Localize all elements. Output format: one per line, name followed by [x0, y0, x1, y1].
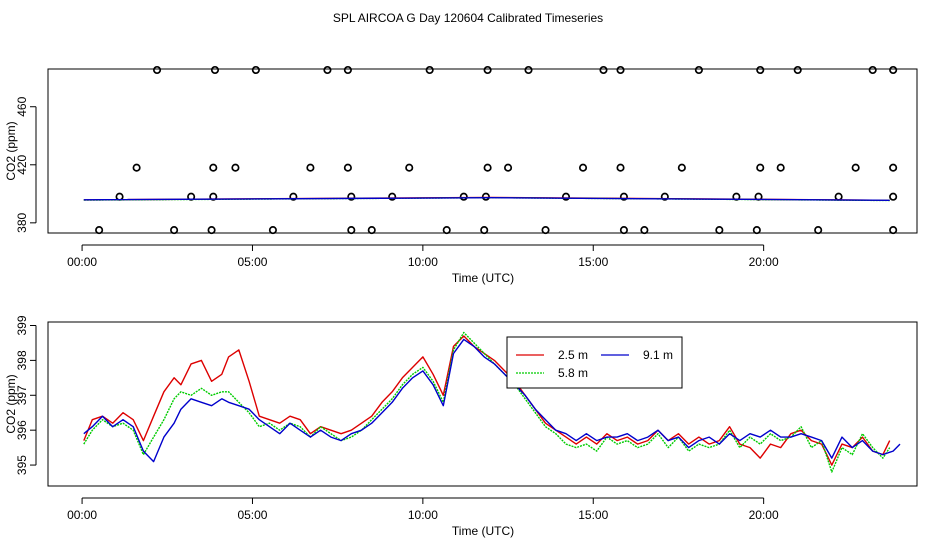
bottom-x-axis: 00:00 05:00 10:00 15:00 20:00: [67, 497, 779, 522]
top-data-point: [677, 163, 686, 172]
top-data-point: [405, 163, 414, 172]
top-data-point: [889, 192, 898, 201]
top-data-point: [868, 65, 877, 75]
bottom-y-tick-label: 395: [15, 455, 29, 475]
top-data-point: [347, 192, 356, 201]
bottom-y-tick-label: 399: [15, 315, 29, 335]
top-series-9-1-m: [83, 196, 890, 201]
top-data-point: [170, 226, 179, 235]
bottom-y-tick-label: 397: [15, 385, 29, 405]
top-x-tick-label: 10:00: [408, 255, 438, 269]
legend-label-2-5m: 2.5 m: [558, 348, 588, 362]
top-data-point: [459, 192, 468, 201]
top-data-point: [561, 192, 571, 201]
top-data-point: [756, 163, 765, 172]
top-x-tick-label: 20:00: [749, 255, 779, 269]
top-data-point: [889, 226, 898, 235]
legend-label-9-1m: 9.1 m: [643, 348, 673, 362]
top-data-point: [578, 163, 588, 172]
top-data-point: [619, 226, 628, 235]
top-data-point: [343, 65, 352, 75]
bottom-y-axis: 395 396 397 398 399: [15, 315, 37, 475]
top-data-point: [207, 226, 216, 235]
top-panel: 00:00 05:00 10:00 15:00 20:00 380 420 460 Time…: [4, 65, 918, 285]
top-data-point: [343, 163, 352, 172]
top-data-point: [209, 163, 218, 172]
top-x-axis: 00:00 05:00 10:00 15:00 20:00: [67, 244, 779, 269]
top-y-tick-label: 460: [15, 96, 29, 116]
top-y-axis-label: CO2 (ppm): [4, 121, 18, 180]
top-data-point: [132, 163, 141, 172]
top-y-axis: 380 420 460: [15, 96, 37, 233]
top-data-point: [524, 65, 533, 75]
top-plot-frame: [47, 68, 918, 234]
top-data-point: [289, 192, 298, 201]
top-data-point: [752, 226, 761, 235]
top-data-point: [425, 65, 434, 75]
chart-title: SPL AIRCOA G Day 120604 Calibrated Times…: [333, 11, 603, 25]
bottom-x-tick-label: 15:00: [578, 508, 608, 522]
top-data-point: [694, 65, 703, 75]
top-data-point: [619, 192, 628, 201]
legend-label-5-8m: 5.8 m: [558, 366, 588, 380]
top-data-point: [776, 163, 785, 172]
top-x-axis-label: Time (UTC): [452, 271, 514, 285]
bottom-x-tick-label: 00:00: [67, 508, 97, 522]
top-data-point: [251, 65, 260, 75]
top-data-point: [95, 226, 104, 235]
bottom-x-tick-label: 20:00: [749, 508, 779, 522]
top-x-tick-label: 15:00: [578, 255, 608, 269]
bottom-x-tick-label: 10:00: [408, 508, 438, 522]
top-plot-data: [83, 65, 898, 235]
bottom-x-tick-label: 05:00: [237, 508, 267, 522]
top-data-point: [889, 163, 898, 172]
top-data-point: [483, 163, 492, 172]
top-data-point: [660, 192, 669, 201]
bottom-panel: 00:00 05:00 10:00 15:00 20:00 39539639739839…: [4, 315, 918, 538]
top-data-point: [541, 226, 550, 235]
bottom-y-axis-label: CO2 (ppm): [4, 374, 18, 433]
top-data-point: [504, 163, 513, 172]
bottom-y-tick-label: 396: [15, 420, 29, 440]
top-data-point: [347, 226, 356, 235]
legend: 2.5 m 5.8 m 9.1 m: [506, 336, 683, 389]
top-data-point: [481, 192, 490, 201]
bottom-series-9-1-m: [83, 338, 901, 463]
top-data-point: [616, 65, 625, 75]
bottom-plot-frame: [47, 321, 918, 487]
top-data-point: [814, 226, 823, 235]
top-data-point: [834, 192, 843, 201]
top-data-point: [756, 65, 765, 75]
top-data-point: [153, 65, 162, 75]
top-data-point: [480, 226, 489, 235]
top-y-tick-label: 420: [15, 154, 29, 174]
top-data-point: [323, 65, 332, 75]
top-data-point: [616, 163, 625, 172]
top-data-point: [483, 65, 492, 75]
bottom-y-tick-label: 398: [15, 350, 29, 370]
top-x-tick-label: 05:00: [237, 255, 267, 269]
top-data-point: [599, 65, 608, 75]
legend-box: [506, 336, 683, 389]
top-data-point: [793, 65, 802, 75]
top-data-point: [889, 65, 898, 75]
top-data-point: [851, 163, 860, 172]
top-data-point: [715, 226, 724, 235]
top-data-point: [306, 163, 315, 172]
top-x-tick-label: 00:00: [67, 255, 97, 269]
top-y-tick-label: 380: [15, 213, 29, 233]
bottom-plot-data: [83, 331, 901, 473]
top-data-point: [210, 65, 220, 75]
top-data-point: [367, 226, 376, 235]
bottom-series-5-8-m: [83, 331, 891, 473]
top-data-point: [640, 226, 649, 235]
top-data-point: [268, 226, 277, 235]
bottom-x-axis-label: Time (UTC): [452, 524, 514, 538]
top-data-point: [231, 163, 240, 172]
top-data-point: [442, 226, 451, 235]
top-data-point: [388, 192, 397, 201]
